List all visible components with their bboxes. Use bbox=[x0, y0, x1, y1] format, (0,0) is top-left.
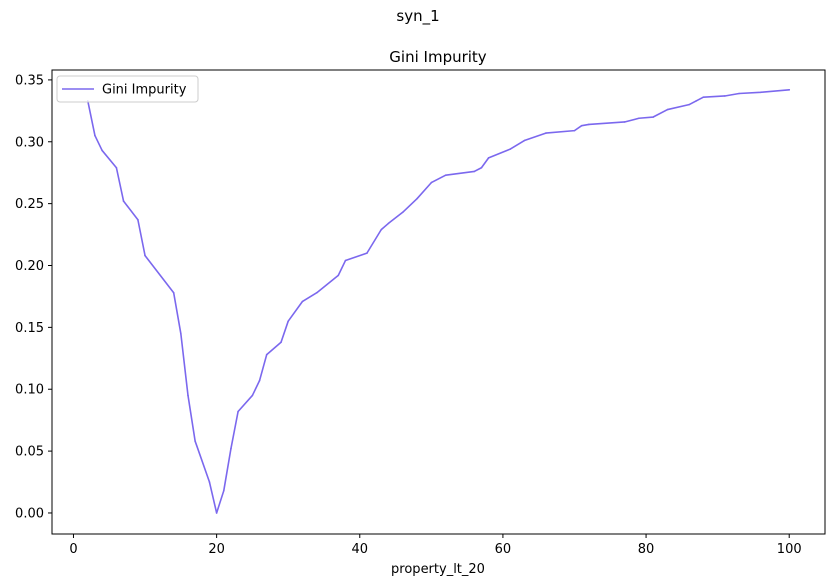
data-point bbox=[344, 259, 347, 262]
data-point bbox=[759, 91, 762, 94]
data-point bbox=[265, 353, 268, 356]
data-point bbox=[172, 291, 175, 294]
data-point bbox=[316, 291, 318, 294]
data-point bbox=[444, 174, 447, 176]
legend: Gini Impurity bbox=[56, 75, 199, 103]
y-tick-label: 0.35 bbox=[15, 73, 44, 88]
data-point bbox=[208, 481, 211, 483]
figure-suptitle: syn_1 bbox=[396, 7, 439, 26]
y-tick-label: 0.10 bbox=[15, 383, 44, 398]
x-tick-label: 80 bbox=[638, 542, 655, 557]
data-point bbox=[237, 410, 239, 413]
data-point bbox=[280, 341, 282, 344]
y-tick-label: 0.00 bbox=[15, 506, 44, 521]
data-point bbox=[101, 149, 103, 152]
x-tick-label: 40 bbox=[351, 542, 368, 557]
data-point bbox=[180, 332, 182, 335]
data-point bbox=[194, 440, 196, 443]
data-point bbox=[301, 300, 304, 303]
data-point bbox=[94, 134, 96, 137]
data-point bbox=[723, 95, 726, 97]
data-point bbox=[573, 129, 576, 132]
data-point bbox=[480, 166, 483, 169]
y-tick-label: 0.30 bbox=[15, 135, 44, 150]
data-point bbox=[666, 108, 669, 111]
data-point bbox=[523, 139, 526, 142]
x-tick-label: 100 bbox=[777, 542, 802, 557]
data-point bbox=[688, 103, 690, 106]
y-tick-label: 0.20 bbox=[15, 259, 44, 274]
plot-frame bbox=[51, 69, 826, 535]
y-tick-label: 0.25 bbox=[15, 197, 44, 212]
y-tick-label: 0.05 bbox=[15, 445, 44, 460]
data-point bbox=[187, 394, 189, 397]
data-point bbox=[137, 218, 139, 221]
data-point bbox=[416, 197, 418, 200]
data-point bbox=[487, 157, 490, 159]
data-point bbox=[222, 489, 225, 492]
x-axis-label: property_lt_20 bbox=[391, 562, 485, 577]
x-tick-label: 20 bbox=[208, 542, 225, 557]
data-point bbox=[509, 148, 511, 150]
data-point bbox=[638, 117, 640, 120]
data-point bbox=[430, 181, 433, 184]
chart-title: Gini Impurity bbox=[389, 48, 487, 66]
data-layer bbox=[86, 88, 791, 514]
data-point bbox=[366, 252, 368, 254]
data-point bbox=[387, 222, 390, 225]
series-line-gini-impurity bbox=[86, 89, 791, 514]
data-point bbox=[588, 123, 590, 126]
plot-area bbox=[51, 69, 826, 535]
data-point bbox=[580, 124, 583, 127]
data-point bbox=[401, 211, 404, 214]
data-point bbox=[695, 100, 697, 102]
data-point bbox=[702, 96, 705, 99]
data-point bbox=[115, 166, 118, 169]
data-point bbox=[251, 394, 254, 397]
data-point bbox=[380, 228, 383, 231]
data-point bbox=[287, 320, 289, 322]
data-point bbox=[144, 254, 146, 257]
legend-box bbox=[56, 75, 199, 103]
x-tick-label: 0 bbox=[69, 542, 77, 557]
data-point bbox=[545, 132, 547, 134]
data-point bbox=[215, 512, 218, 514]
legend-label-gini-impurity: Gini Impurity bbox=[102, 83, 187, 98]
y-axis: 0.00 0.05 0.10 0.15 0.20 0.25 0.30 0.35 bbox=[15, 73, 52, 521]
data-point bbox=[230, 447, 232, 450]
x-axis: 0 20 40 60 80 100 bbox=[69, 534, 802, 557]
data-point bbox=[122, 200, 125, 202]
data-point bbox=[788, 88, 791, 91]
data-point bbox=[258, 379, 261, 382]
data-point bbox=[652, 116, 655, 118]
x-tick-label: 60 bbox=[495, 542, 512, 557]
data-point bbox=[337, 274, 340, 277]
y-tick-label: 0.15 bbox=[15, 321, 44, 336]
data-point bbox=[623, 121, 626, 123]
data-point bbox=[473, 170, 476, 173]
data-point bbox=[738, 92, 740, 95]
